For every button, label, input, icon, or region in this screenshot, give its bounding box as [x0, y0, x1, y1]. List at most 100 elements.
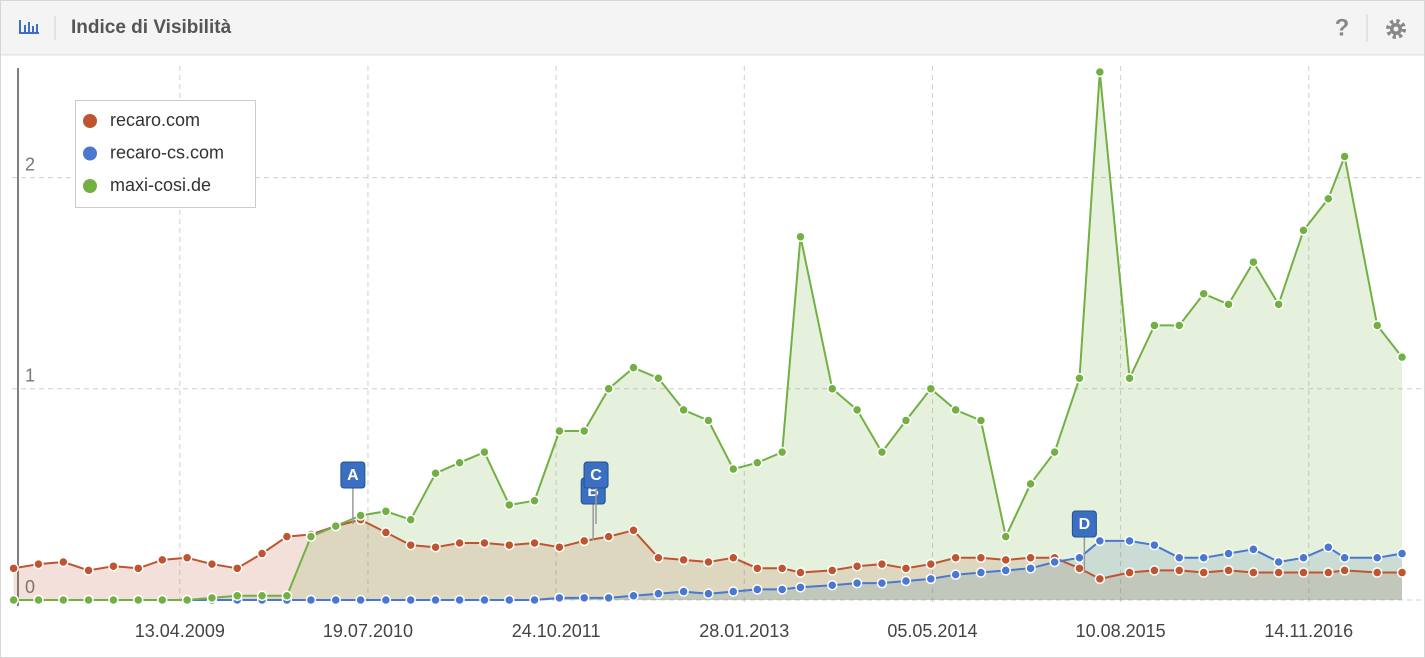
- data-point: [1273, 567, 1284, 578]
- legend-swatch: [83, 146, 97, 161]
- settings-button[interactable]: [1386, 19, 1406, 39]
- x-tick-label: 14.11.2016: [1264, 621, 1353, 641]
- data-point: [1198, 552, 1209, 564]
- data-point: [405, 514, 416, 525]
- x-tick-label: 24.10.2011: [512, 621, 601, 641]
- data-point: [529, 495, 540, 506]
- series-area: [13, 72, 1403, 600]
- data-point: [703, 415, 714, 426]
- data-point: [1198, 288, 1209, 300]
- data-point: [653, 588, 664, 599]
- event-marker[interactable]: D: [1071, 510, 1097, 573]
- data-point: [529, 594, 540, 606]
- data-point: [603, 383, 614, 395]
- data-point: [1323, 541, 1334, 553]
- data-point: [281, 590, 293, 602]
- data-point: [206, 558, 218, 570]
- data-point: [851, 560, 863, 572]
- data-point: [305, 531, 317, 542]
- series-area: [13, 519, 1403, 600]
- data-point: [795, 231, 806, 242]
- data-point: [1371, 552, 1383, 564]
- gear-teeth: [1386, 19, 1406, 39]
- data-point: [703, 588, 714, 599]
- icon-part: [19, 20, 21, 34]
- legend-label: recaro.com: [110, 110, 200, 130]
- data-point: [554, 425, 565, 437]
- event-marker[interactable]: A: [340, 461, 366, 524]
- data-point: [504, 499, 515, 511]
- data-point: [256, 548, 268, 559]
- data-point: [1000, 554, 1012, 566]
- data-point: [1273, 556, 1284, 568]
- data-point: [83, 594, 94, 606]
- event-label: A: [347, 467, 359, 484]
- data-point: [628, 590, 639, 602]
- data-point: [181, 552, 193, 564]
- event-box: [583, 461, 609, 489]
- data-point: [1298, 225, 1309, 236]
- data-point: [355, 594, 366, 606]
- data-point: [206, 592, 218, 604]
- data-point: [281, 531, 293, 542]
- data-point: [355, 510, 366, 521]
- data-point: [504, 539, 515, 551]
- data-point: [628, 525, 639, 536]
- data-point: [1149, 539, 1160, 551]
- data-point: [454, 457, 465, 468]
- data-point: [108, 594, 119, 606]
- data-point: [33, 594, 44, 606]
- data-point: [1371, 320, 1383, 331]
- data-point: [1049, 446, 1060, 458]
- data-point: [380, 506, 392, 517]
- data-point: [628, 362, 639, 373]
- data-point: [83, 565, 94, 576]
- data-point: [1396, 567, 1408, 578]
- data-point: [8, 563, 19, 574]
- chart-icon[interactable]: [19, 20, 39, 34]
- data-point: [1339, 151, 1350, 162]
- icon-part: [32, 26, 34, 32]
- data-point: [900, 563, 912, 574]
- event-marker[interactable]: C: [583, 461, 609, 524]
- data-point: [1074, 563, 1085, 574]
- data-point: [479, 446, 490, 458]
- data-point: [1149, 565, 1160, 576]
- data-point: [950, 404, 961, 416]
- help-button[interactable]: ?: [1335, 14, 1350, 41]
- data-point: [380, 594, 392, 606]
- x-tick-label: 28.01.2013: [699, 621, 789, 641]
- data-point: [554, 541, 565, 553]
- data-point: [1339, 552, 1350, 564]
- data-point: [1273, 299, 1284, 310]
- data-point: [851, 577, 863, 589]
- data-point: [305, 594, 317, 606]
- data-point: [752, 584, 763, 595]
- icon-part: [28, 22, 30, 32]
- data-point: [133, 563, 144, 574]
- data-point: [1248, 256, 1259, 268]
- gear-hole: [1393, 26, 1399, 32]
- legend-label: maxi-cosi.de: [110, 175, 211, 195]
- data-point: [256, 590, 268, 602]
- data-point: [1094, 573, 1106, 585]
- data-point: [529, 537, 540, 549]
- data-point: [975, 415, 987, 426]
- x-tick-label: 19.07.2010: [323, 621, 413, 641]
- data-point: [1174, 320, 1185, 331]
- data-point: [975, 567, 987, 578]
- event-label: C: [590, 467, 602, 484]
- data-point: [827, 383, 838, 395]
- data-point: [776, 584, 788, 595]
- x-tick-label: 05.05.2014: [887, 621, 977, 641]
- data-point: [876, 577, 888, 589]
- data-point: [1323, 567, 1334, 578]
- data-point: [728, 552, 739, 564]
- data-point: [1298, 552, 1309, 564]
- data-point: [479, 594, 490, 606]
- data-point: [603, 592, 614, 604]
- data-point: [728, 586, 739, 597]
- data-point: [58, 556, 69, 568]
- data-point: [181, 594, 193, 606]
- event-box: [1071, 510, 1097, 538]
